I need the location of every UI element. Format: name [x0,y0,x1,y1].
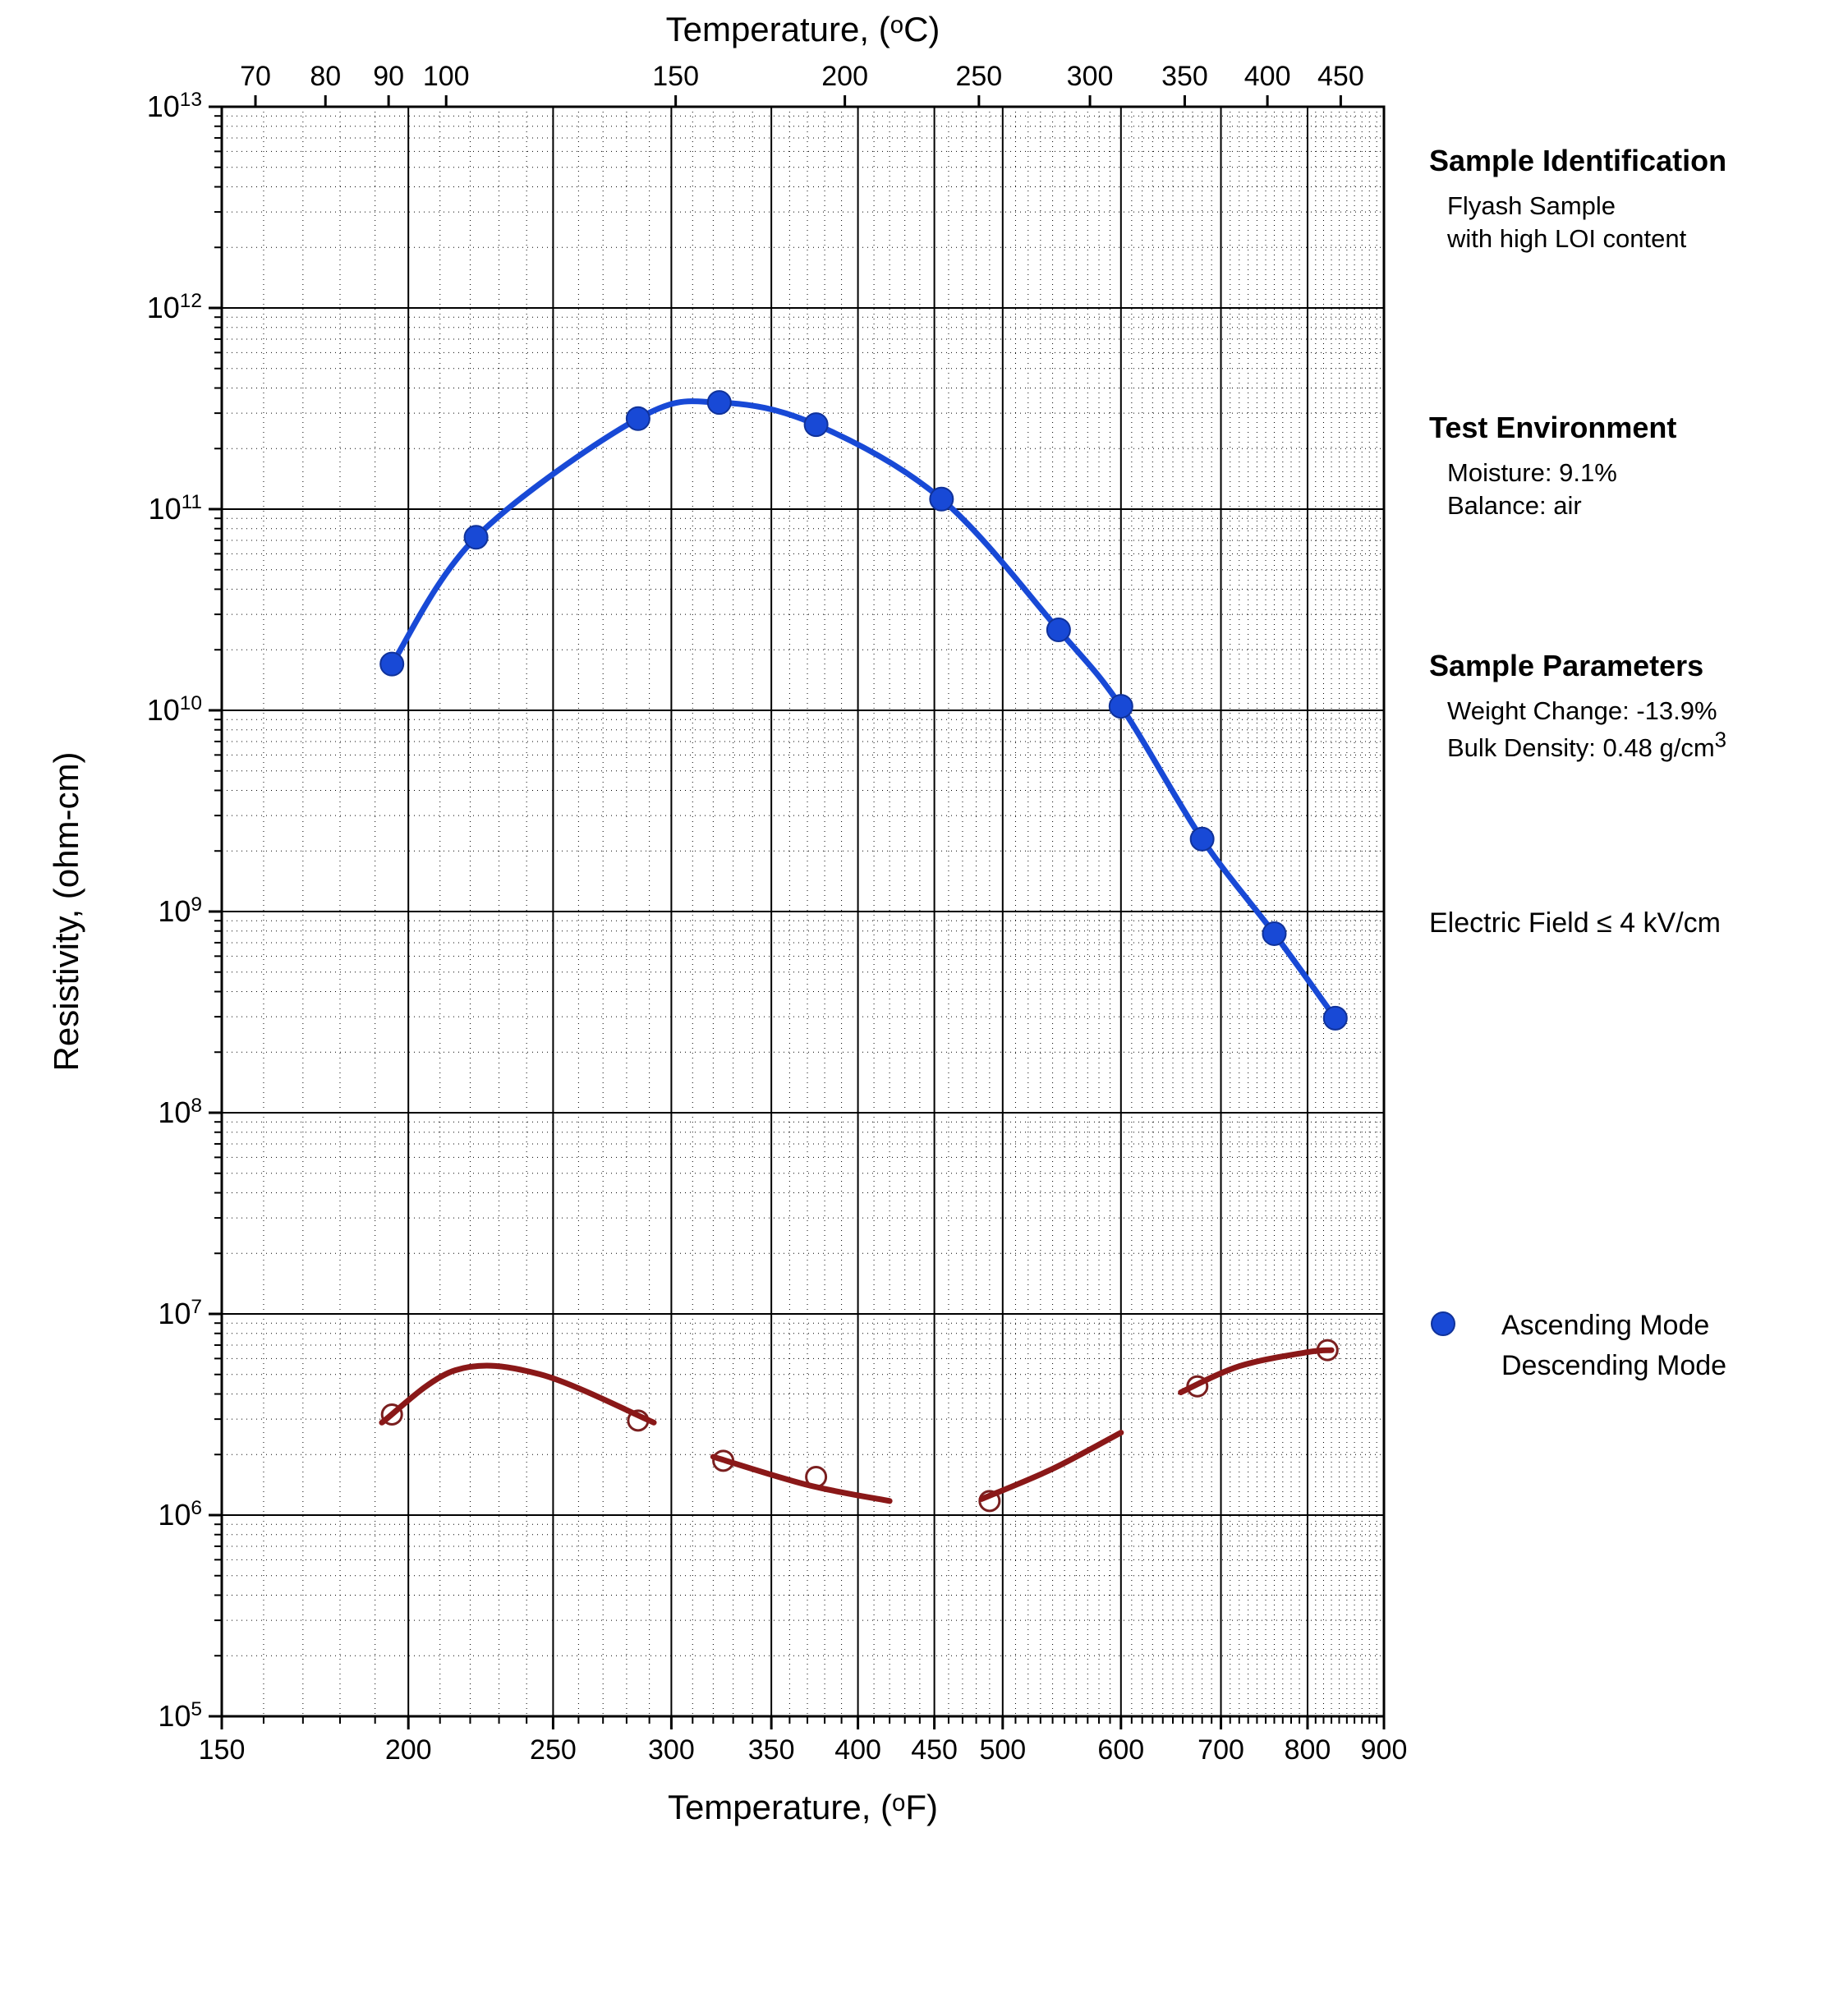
svg-text:700: 700 [1198,1734,1244,1766]
electric-field-text: Electric Field ≤ 4 kV/cm [1429,907,1823,939]
svg-text:80: 80 [310,61,341,92]
svg-text:105: 105 [158,1698,202,1733]
svg-text:500: 500 [979,1734,1026,1766]
svg-text:Temperature, (oF): Temperature, (oF) [668,1788,938,1826]
svg-text:150: 150 [652,61,699,92]
svg-text:Resistivity, (ohm-cm): Resistivity, (ohm-cm) [47,752,85,1072]
svg-text:900: 900 [1361,1734,1408,1766]
resistivity-chart: 105 106 107 108 109 1010 1011 1012 1013 150 200 250… [0,0,1848,2007]
svg-text:1012: 1012 [147,290,202,324]
svg-text:1010: 1010 [147,692,202,727]
sample-parameters-block: Sample Parameters Weight Change: -13.9% … [1429,649,1823,765]
sample-identification-block: Sample Identification Flyash Sample with… [1429,144,1823,255]
svg-text:200: 200 [385,1734,432,1766]
svg-text:107: 107 [158,1296,202,1330]
svg-text:70: 70 [240,61,271,92]
svg-text:400: 400 [834,1734,881,1766]
sample-identification-text: Flyash Sample with high LOI content [1429,190,1823,255]
svg-text:Temperature, (oC): Temperature, (oC) [666,10,940,48]
sample-parameters-text: Weight Change: -13.9% Bulk Density: 0.48… [1429,695,1823,765]
test-environment-text: Moisture: 9.1% Balance: air [1429,457,1823,521]
svg-text:200: 200 [821,61,868,92]
svg-text:450: 450 [911,1734,958,1766]
svg-text:600: 600 [1097,1734,1144,1766]
test-environment-block: Test Environment Moisture: 9.1% Balance:… [1429,411,1823,521]
svg-text:250: 250 [530,1734,577,1766]
svg-text:100: 100 [423,61,470,92]
svg-text:250: 250 [955,61,1002,92]
legend-item-ascending: Ascending Mode [1429,1310,1726,1342]
svg-text:350: 350 [748,1734,795,1766]
svg-text:106: 106 [158,1497,202,1532]
svg-text:109: 109 [158,893,202,928]
sample-identification-title: Sample Identification [1429,144,1823,178]
svg-text:108: 108 [158,1095,202,1129]
test-environment-title: Test Environment [1429,411,1823,445]
svg-text:350: 350 [1161,61,1208,92]
sample-parameters-title: Sample Parameters [1429,649,1823,683]
legend-item-descending: Descending Mode [1429,1350,1726,1382]
svg-text:90: 90 [373,61,404,92]
legend-label-descending: Descending Mode [1501,1350,1726,1382]
svg-text:800: 800 [1285,1734,1331,1766]
svg-text:150: 150 [199,1734,246,1766]
svg-text:450: 450 [1317,61,1364,92]
svg-text:1011: 1011 [149,491,202,526]
legend-label-ascending: Ascending Mode [1501,1310,1709,1342]
svg-text:300: 300 [1067,61,1114,92]
svg-text:300: 300 [648,1734,695,1766]
svg-text:1013: 1013 [147,89,202,123]
legend: Ascending Mode Descending Mode [1429,1310,1726,1390]
svg-text:400: 400 [1244,61,1291,92]
